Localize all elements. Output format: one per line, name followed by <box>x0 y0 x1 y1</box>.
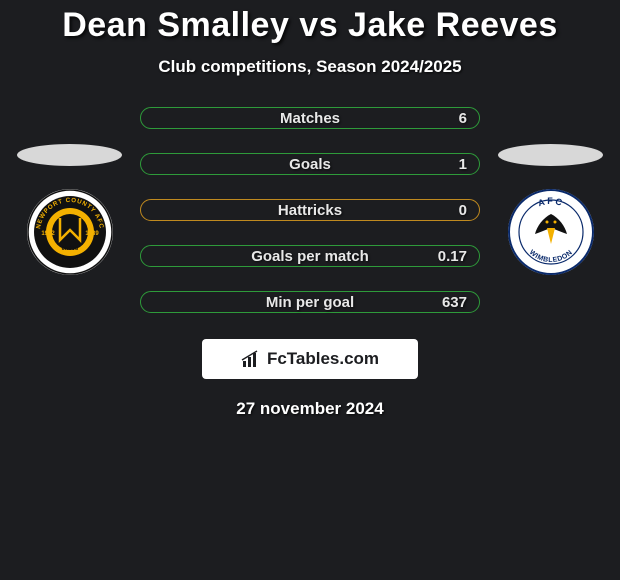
afc-wimbledon-badge-icon: AFC WIMBLEDON <box>507 188 595 276</box>
stat-bar: Matches 6 <box>140 107 480 129</box>
svg-text:1912: 1912 <box>41 231 55 237</box>
stat-value-right: 0 <box>459 202 467 219</box>
brand-box[interactable]: FcTables.com <box>202 339 418 379</box>
comparison-content: exiles 1912 1989 NEWPORT COUNTY AFC Matc… <box>0 107 620 313</box>
player-left-column: exiles 1912 1989 NEWPORT COUNTY AFC <box>17 144 122 276</box>
player-right-column: AFC WIMBLEDON <box>498 144 603 276</box>
stat-value-right: 6 <box>459 110 467 127</box>
stat-label: Matches <box>280 110 340 127</box>
player-right-photo-placeholder <box>498 144 603 166</box>
svg-text:exiles: exiles <box>61 246 78 252</box>
stat-label: Goals <box>289 156 331 173</box>
stat-label: Hattricks <box>278 202 342 219</box>
stat-value-right: 0.17 <box>438 248 467 265</box>
stat-value-right: 637 <box>442 294 467 311</box>
stats-column: Matches 6 Goals 1 Hattricks 0 Goals per match 0… <box>140 107 480 313</box>
bar-chart-icon <box>241 349 261 369</box>
stat-label: Min per goal <box>266 294 354 311</box>
date-label: 27 november 2024 <box>236 399 383 419</box>
subtitle: Club competitions, Season 2024/2025 <box>0 57 620 77</box>
stat-value-right: 1 <box>459 156 467 173</box>
stat-bar: Goals 1 <box>140 153 480 175</box>
page-title: Dean Smalley vs Jake Reeves <box>0 6 620 45</box>
stat-bar: Min per goal 637 <box>140 291 480 313</box>
club-badge-right: AFC WIMBLEDON <box>507 188 595 276</box>
club-badge-left: exiles 1912 1989 NEWPORT COUNTY AFC <box>26 188 114 276</box>
svg-text:1989: 1989 <box>85 231 99 237</box>
footer: FcTables.com 27 november 2024 <box>0 339 620 419</box>
brand-label: FcTables.com <box>267 349 379 369</box>
newport-county-badge-icon: exiles 1912 1989 NEWPORT COUNTY AFC <box>26 188 114 276</box>
stat-label: Goals per match <box>251 248 369 265</box>
stat-bar: Goals per match 0.17 <box>140 245 480 267</box>
stat-bar: Hattricks 0 <box>140 199 480 221</box>
player-left-photo-placeholder <box>17 144 122 166</box>
comparison-widget: Dean Smalley vs Jake Reeves Club competi… <box>0 0 620 419</box>
